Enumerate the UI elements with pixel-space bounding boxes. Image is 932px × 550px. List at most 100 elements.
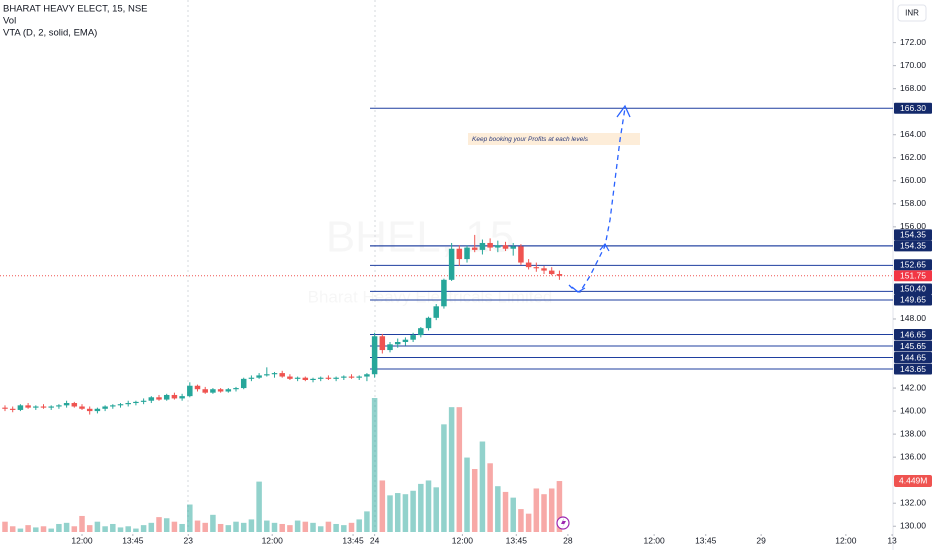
volume-bar (56, 523, 62, 532)
volume-bar (456, 407, 463, 532)
volume-bar (410, 490, 416, 532)
volume-bar (433, 487, 439, 532)
price-label: 154.35 (900, 230, 926, 240)
volume-bar (425, 480, 432, 532)
volume-bar (518, 509, 524, 532)
candle-body (9, 408, 16, 410)
volume-bar (256, 481, 262, 532)
candle-body (448, 248, 455, 280)
volume-bar (341, 525, 347, 532)
volume-bar (333, 523, 339, 532)
y-tick-label: 138.00 (900, 428, 926, 438)
price-label-bg (894, 229, 932, 241)
candle-body (264, 374, 270, 376)
currency-button[interactable] (897, 4, 927, 22)
y-tick-label: 148.00 (900, 313, 926, 323)
candle-body (156, 397, 162, 400)
volume-bar (495, 486, 501, 532)
candle-body (171, 394, 178, 399)
projection-arrow (599, 242, 610, 252)
volume-bar (48, 528, 54, 532)
volume-label-bg (894, 475, 932, 488)
price-label: 146.65 (900, 329, 926, 339)
candle-body (441, 279, 447, 307)
volume-bar (210, 514, 216, 532)
volume-bar (356, 519, 362, 532)
candle-body (317, 377, 324, 379)
volume-bar (271, 522, 278, 532)
candle-body (56, 405, 62, 407)
x-tick-label: 12:00 (452, 535, 474, 545)
candle-body (402, 339, 409, 342)
volume-bar (86, 525, 93, 532)
candle-body (256, 375, 262, 378)
candle-body (63, 403, 70, 406)
candle-body (86, 408, 93, 412)
x-tick-label: 29 (756, 535, 766, 545)
volume-bar (402, 494, 409, 532)
candle-body (33, 406, 39, 408)
candle-body (495, 245, 501, 248)
annotation-bg (468, 133, 640, 145)
volume-bar (202, 522, 208, 532)
candle-body (187, 385, 193, 397)
x-tick-label: 13:45 (122, 535, 144, 545)
chart-title: BHARAT HEAVY ELECT, 15, NSE (3, 4, 148, 15)
y-tick-label: 130.00 (900, 520, 926, 530)
candle-body (140, 400, 147, 402)
price-label-bg (894, 340, 932, 352)
volume-bar (9, 526, 16, 532)
candle-body (348, 376, 355, 378)
y-tick-label: 162.00 (900, 152, 926, 162)
y-tick-label: 168.00 (900, 83, 926, 93)
candle-body (556, 274, 563, 276)
x-tick-label: 23 (184, 535, 194, 545)
x-tick-label: 13:45 (506, 535, 528, 545)
volume-bar (187, 504, 193, 532)
candle-body (25, 405, 31, 408)
y-tick-label: 132.00 (900, 497, 926, 507)
watermark-subtitle: Bharat Heavy Electricals Limited (308, 287, 553, 306)
y-tick-label: 136.00 (900, 451, 926, 461)
volume-bar (287, 525, 293, 532)
volume-bar (79, 515, 85, 532)
volume-bar (217, 523, 224, 532)
volume-label: 4.449M (899, 475, 927, 485)
candle-body (418, 328, 424, 336)
volume-bar (156, 517, 162, 532)
volume-bar (441, 424, 447, 532)
volume-bar (387, 495, 393, 532)
volume-bar (17, 528, 24, 532)
volume-bar (302, 521, 309, 532)
volume-bar (348, 522, 355, 532)
volume-bar (94, 521, 101, 532)
volume-bar (279, 523, 285, 532)
candle-body (148, 397, 155, 401)
candle-body (240, 378, 247, 389)
candle-body (71, 403, 78, 407)
indicator-label: Vol (3, 16, 16, 27)
volume-bar (471, 469, 478, 532)
candle-body (341, 376, 347, 378)
candle-body (371, 336, 378, 375)
currency-label: INR (905, 9, 919, 18)
x-tick-label: 12:00 (643, 535, 665, 545)
volume-bar (325, 521, 332, 532)
y-tick-label: 158.00 (900, 198, 926, 208)
volume-bar (117, 527, 124, 532)
volume-bar (110, 523, 116, 532)
volume-bar (240, 522, 247, 532)
price-label: 149.65 (900, 295, 926, 305)
candle-body (325, 377, 332, 379)
candle-body (233, 388, 239, 390)
candle-body (487, 242, 493, 248)
volume-bar (148, 522, 155, 532)
candle-body (225, 389, 232, 392)
candle-body (40, 406, 47, 408)
x-tick-label: 13:45 (342, 535, 364, 545)
candle-body (17, 405, 24, 410)
volume-bar (364, 511, 370, 532)
candle-body (394, 342, 401, 345)
volume-bar (548, 488, 555, 532)
candle-body (48, 406, 54, 408)
